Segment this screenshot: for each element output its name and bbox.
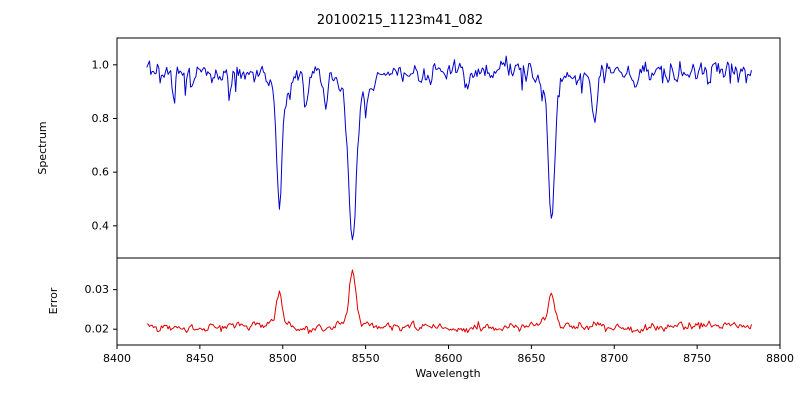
spectrum-y-axis-label: Spectrum <box>36 121 49 174</box>
spectrum-line <box>146 55 752 241</box>
y-tick-label: 0.4 <box>92 219 110 232</box>
chart-title: 20100215_1123m41_082 <box>317 13 483 28</box>
y-tick-label: 1.0 <box>92 58 110 71</box>
y-tick-label: 0.02 <box>85 323 110 336</box>
x-tick-label: 8750 <box>683 352 711 365</box>
x-tick-label: 8800 <box>766 352 794 365</box>
error-frame <box>116 257 781 346</box>
chart-layers: 0.4 0.6 0.8 1.0 0.02 0.03 8400 8450 8500 8550 8600… <box>85 37 794 365</box>
y-tick-label: 0.6 <box>92 166 110 179</box>
x-tick-label: 8700 <box>600 352 628 365</box>
x-tick-label: 8450 <box>186 352 214 365</box>
x-tick-label: 8550 <box>352 352 380 365</box>
error-line <box>146 269 752 334</box>
x-axis-label: Wavelength <box>415 367 480 380</box>
x-tick-label: 8650 <box>517 352 545 365</box>
error-y-axis-label: Error <box>47 287 60 314</box>
x-tick-label: 8400 <box>103 352 131 365</box>
y-tick-label: 0.03 <box>85 283 110 296</box>
y-tick-label: 0.8 <box>92 112 110 125</box>
x-tick-label: 8500 <box>269 352 297 365</box>
x-tick-label: 8600 <box>435 352 463 365</box>
